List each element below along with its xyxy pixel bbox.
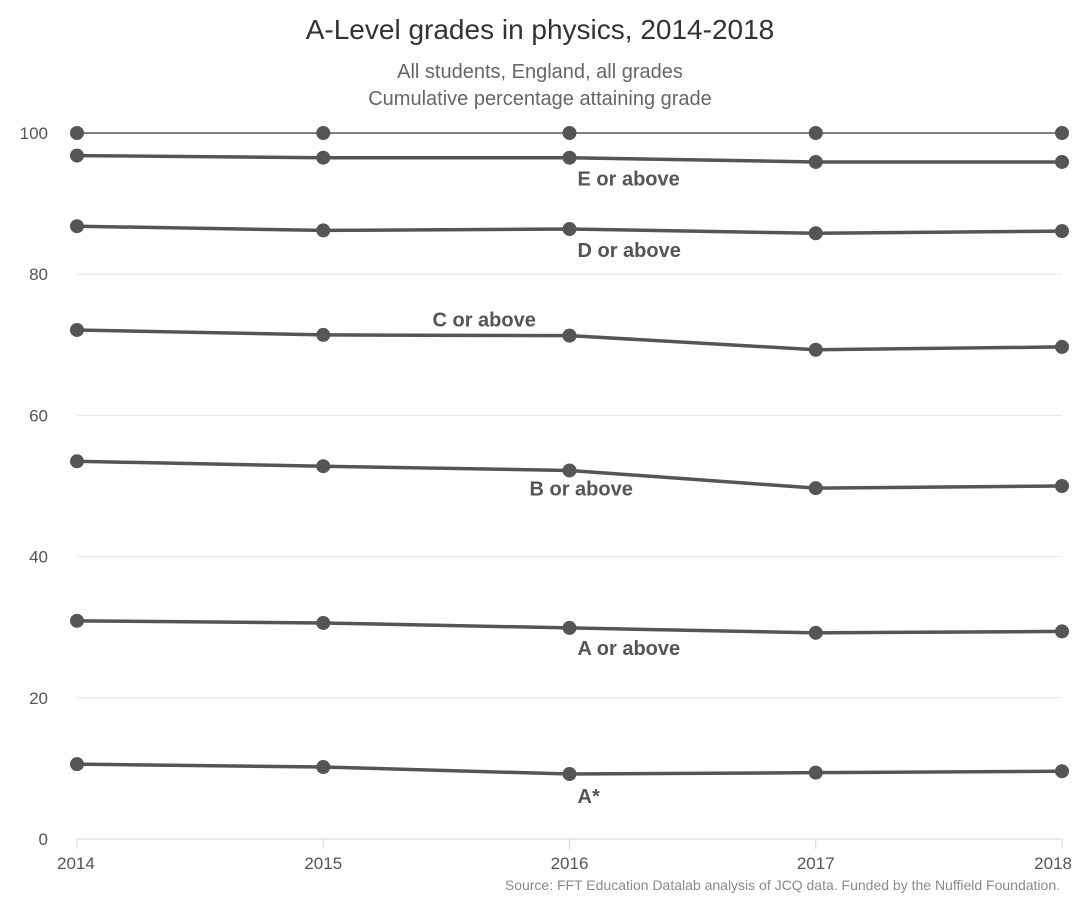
data-point-s6-2016: [562, 767, 577, 782]
y-tick-label-40: 40: [29, 548, 48, 567]
data-point-s4-2018: [1055, 479, 1069, 493]
x-tick-label-2018: 2018: [1034, 854, 1072, 873]
series-label-4: B or above: [530, 478, 633, 500]
data-point-s2-2016: [562, 222, 577, 237]
y-tick-label-60: 60: [29, 406, 48, 425]
data-point-s6-2015: [316, 759, 331, 774]
data-point-s6-2018: [1055, 764, 1069, 779]
data-point-s1-2015: [316, 150, 331, 165]
data-point-s4-2016: [562, 463, 577, 478]
series-label-2: D or above: [578, 240, 681, 262]
data-point-s1-2014: [70, 148, 84, 163]
data-point-s2-2018: [1055, 224, 1069, 239]
data-point-s6-2014: [70, 757, 84, 772]
data-point-s5-2017: [808, 625, 823, 640]
data-point-s0-2014: [70, 126, 84, 140]
data-point-s4-2014: [70, 454, 84, 469]
data-point-s3-2014: [70, 322, 84, 337]
series-label-3: C or above: [433, 310, 536, 332]
data-point-s3-2018: [1055, 339, 1069, 354]
data-point-s3-2015: [316, 327, 331, 342]
data-point-s3-2016: [562, 328, 577, 343]
y-tick-label-20: 20: [29, 689, 48, 708]
data-point-s0-2017: [808, 126, 823, 140]
series-label-5: A or above: [578, 638, 681, 660]
data-point-s3-2017: [808, 342, 823, 357]
y-tick-label-0: 0: [39, 830, 48, 849]
series-label-1: E or above: [578, 169, 680, 191]
data-point-s5-2016: [562, 620, 577, 635]
x-tick-label-2014: 2014: [57, 854, 95, 873]
data-point-s5-2018: [1055, 624, 1069, 639]
data-point-s5-2015: [316, 615, 331, 630]
source-note: Source: FFT Education Datalab analysis o…: [504, 877, 1060, 893]
data-point-s0-2016: [562, 126, 577, 140]
chart-title: A-Level grades in physics, 2014-2018: [305, 14, 775, 45]
x-tick-label-2015: 2015: [304, 854, 342, 873]
data-point-s5-2014: [70, 613, 84, 628]
chart-subtitle-line-2: Cumulative percentage attaining grade: [368, 88, 712, 110]
data-point-s1-2016: [562, 150, 577, 165]
series-label-6: A*: [578, 786, 600, 808]
data-point-s0-2018: [1055, 126, 1069, 140]
data-point-s4-2015: [316, 459, 331, 474]
x-tick-label-2017: 2017: [797, 854, 835, 873]
data-point-s2-2017: [808, 226, 823, 241]
data-point-s2-2015: [316, 223, 331, 238]
data-point-s0-2015: [316, 126, 331, 140]
x-tick-label-2016: 2016: [551, 854, 589, 873]
chart-subtitle-line-1: All students, England, all grades: [397, 61, 683, 83]
y-tick-label-80: 80: [29, 265, 48, 284]
data-point-s2-2014: [70, 219, 84, 234]
y-tick-label-100: 100: [20, 124, 48, 143]
data-point-s1-2018: [1055, 154, 1069, 169]
data-point-s4-2017: [808, 481, 823, 496]
data-point-s6-2017: [808, 765, 823, 780]
data-point-s1-2017: [808, 154, 823, 169]
